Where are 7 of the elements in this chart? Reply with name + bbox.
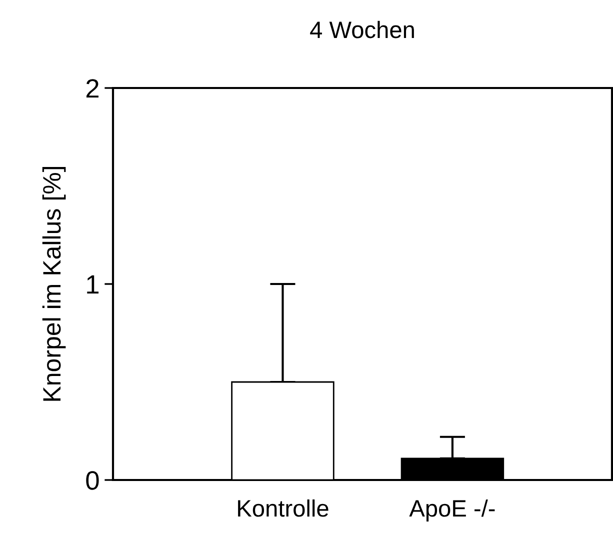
x-tick-label: Kontrolle (238, 499, 328, 517)
chart-title: 4 Wochen (310, 20, 414, 38)
y-axis-title: Knorpel im Kallus [%] (42, 166, 66, 401)
x-tick-label: ApoE -/- (409, 499, 495, 522)
y-tick-label: 2 (86, 79, 98, 98)
y-tick-label: 1 (87, 275, 99, 294)
y-tick-label: 0 (86, 471, 99, 490)
